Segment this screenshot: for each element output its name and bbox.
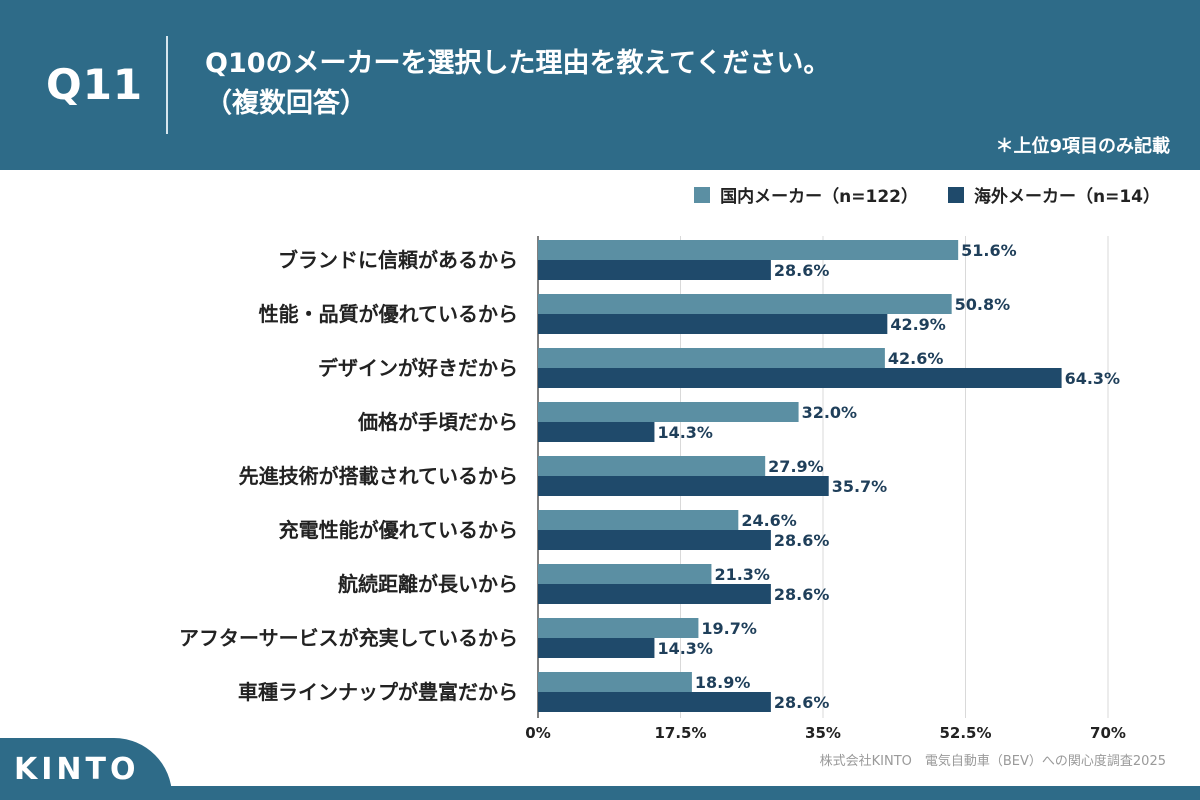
footer-strip xyxy=(0,786,1200,800)
bar-domestic xyxy=(538,510,739,530)
data-label: 27.9% xyxy=(768,457,824,476)
category-label: 充電性能が優れているから xyxy=(279,518,518,542)
bar-domestic xyxy=(538,672,692,692)
chart-legend: 国内メーカー（n=122） 海外メーカー（n=14） xyxy=(694,182,1160,207)
data-label: 24.6% xyxy=(741,511,797,530)
category-label: 先進技術が搭載されているから xyxy=(239,464,518,488)
category-label: アフターサービスが充実しているから xyxy=(179,626,518,650)
data-label: 64.3% xyxy=(1065,369,1121,388)
title-line-1: Q10のメーカーを選択した理由を教えてください。 xyxy=(205,48,831,79)
x-tick-label: 70% xyxy=(1090,724,1126,742)
logo-tab: KINTO xyxy=(0,738,172,800)
bar-domestic xyxy=(538,294,952,314)
data-label: 14.3% xyxy=(657,423,713,442)
bar-overseas xyxy=(538,638,655,658)
x-tick-label: 52.5% xyxy=(939,724,991,742)
data-label: 28.6% xyxy=(774,585,830,604)
bar-overseas xyxy=(538,368,1062,388)
data-label: 32.0% xyxy=(802,403,858,422)
data-label: 42.6% xyxy=(888,349,944,368)
bar-overseas xyxy=(538,422,655,442)
data-label: 19.7% xyxy=(701,619,757,638)
kinto-logo: KINTO xyxy=(14,752,140,787)
bar-overseas xyxy=(538,530,771,550)
legend-item-domestic: 国内メーカー（n=122） xyxy=(694,182,918,207)
bar-overseas xyxy=(538,584,771,604)
x-tick-label: 0% xyxy=(525,724,550,742)
data-label: 42.9% xyxy=(890,315,946,334)
legend-label-domestic: 国内メーカー（n=122） xyxy=(720,187,918,207)
category-label: 性能・品質が優れているから xyxy=(259,302,518,326)
x-tick-label: 35% xyxy=(805,724,841,742)
bar-domestic xyxy=(538,618,699,638)
bar-overseas xyxy=(538,692,771,712)
category-label: ブランドに信頼があるから xyxy=(278,248,518,272)
legend-swatch-domestic xyxy=(694,186,711,203)
footnote-top-items: ＊上位9項目のみ記載 xyxy=(995,136,1170,157)
data-label: 28.6% xyxy=(774,531,830,550)
category-label: デザインが好きだから xyxy=(318,356,518,380)
bar-domestic xyxy=(538,402,799,422)
data-label: 18.9% xyxy=(695,673,751,692)
category-label: 車種ラインナップが豊富だから xyxy=(238,680,518,704)
category-label: 航続距離が長いから xyxy=(338,572,518,596)
category-label: 価格が手頃だから xyxy=(357,410,518,434)
title-line-2: （複数回答） xyxy=(205,88,367,119)
source-credit: 株式会社KINTO 電気自動車（BEV）への関心度調査2025 xyxy=(819,754,1166,769)
header-divider xyxy=(166,36,168,134)
question-number: Q11 xyxy=(46,60,144,109)
bar-domestic xyxy=(538,348,885,368)
legend-swatch-overseas xyxy=(947,186,964,203)
bar-overseas xyxy=(538,476,829,496)
x-tick-label: 17.5% xyxy=(654,724,706,742)
data-label: 35.7% xyxy=(832,477,888,496)
legend-label-overseas: 海外メーカー（n=14） xyxy=(973,187,1160,207)
bar-domestic xyxy=(538,240,959,260)
data-label: 28.6% xyxy=(774,693,830,712)
data-label: 50.8% xyxy=(955,295,1011,314)
bar-overseas xyxy=(538,260,771,280)
page-title: Q10のメーカーを選択した理由を教えてください。 （複数回答） xyxy=(205,44,830,124)
bar-domestic xyxy=(538,456,766,476)
data-label: 51.6% xyxy=(961,241,1017,260)
legend-item-overseas: 海外メーカー（n=14） xyxy=(947,182,1160,207)
data-label: 28.6% xyxy=(774,261,830,280)
data-label: 21.3% xyxy=(714,565,770,584)
bar-overseas xyxy=(538,314,888,334)
data-label: 14.3% xyxy=(657,639,713,658)
bar-domestic xyxy=(538,564,712,584)
